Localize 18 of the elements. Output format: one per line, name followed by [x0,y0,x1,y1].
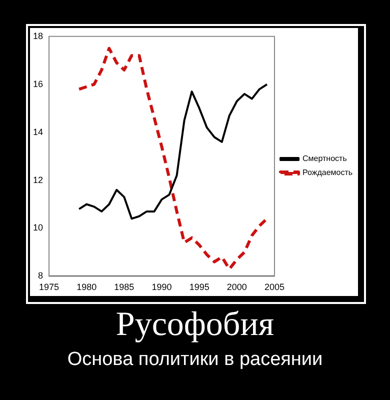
y-tick-label: 16 [32,78,44,89]
legend-label: Смертность [302,154,347,164]
y-tick-label: 14 [32,126,44,137]
line-series [78,46,268,271]
legend-label: Рождаемость [302,168,353,178]
x-tick-label: 1975 [38,282,60,292]
y-tick-label: 8 [38,270,44,281]
x-tick-label: 1990 [152,282,172,292]
x-tick-label: 1980 [76,282,97,292]
text: Русофобия [114,305,276,345]
x-tick-label: 2000 [226,282,247,292]
text: Основа политики в расеянии [66,348,324,372]
x-tick-label: 2005 [264,282,285,292]
y-tick-label: 12 [32,174,44,185]
y-tick-label: 10 [32,222,44,233]
y-tick-label: 18 [32,30,44,41]
x-tick-label: 1995 [189,282,210,292]
x-tick-label: 1985 [114,282,134,292]
